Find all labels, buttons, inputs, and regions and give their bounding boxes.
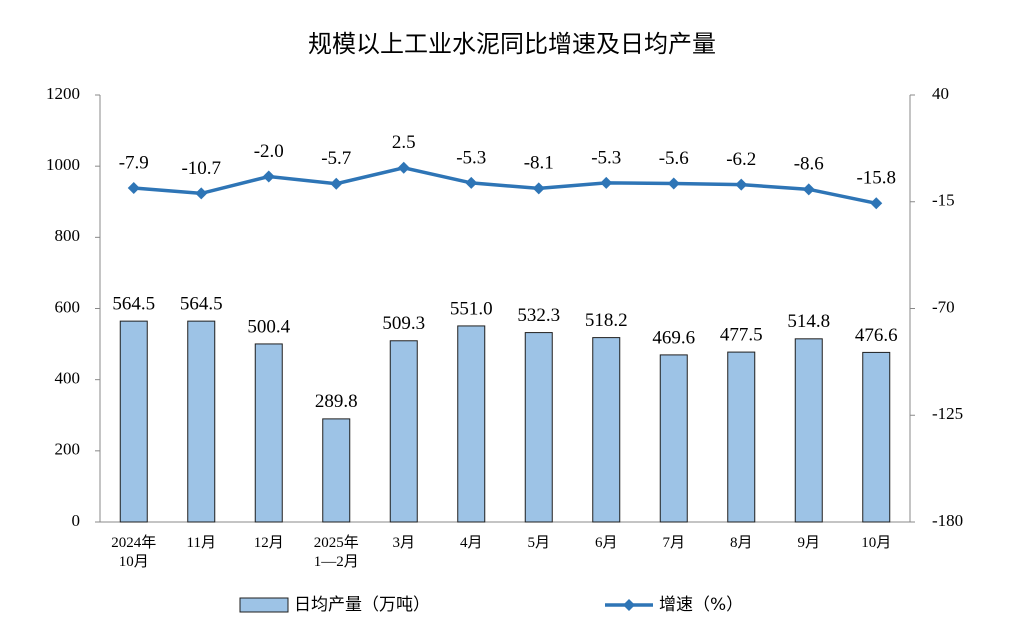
x-tick-label: 4月 (459, 535, 483, 551)
bar-value-label: 532.3 (517, 305, 560, 326)
y-tick-label: 200 (55, 440, 81, 459)
y-tick-label: 400 (55, 369, 81, 388)
bar-value-label: 509.3 (382, 313, 425, 334)
line-value-label: -10.7 (181, 158, 221, 179)
line-marker (262, 170, 275, 183)
x-tick-label: 12月 (253, 535, 284, 551)
x-tick-label: 11月 (186, 535, 216, 551)
line-value-label: -5.3 (456, 147, 486, 168)
line-value-label: 2.5 (392, 132, 416, 153)
y-tick-label: 0 (72, 511, 81, 530)
line-marker (735, 178, 748, 191)
line-value-label: -8.6 (794, 154, 824, 175)
legend-swatch (239, 597, 289, 613)
line-marker (397, 161, 410, 174)
y2-tick-label: -70 (932, 297, 955, 316)
bar-value-label: 551.0 (450, 298, 493, 319)
bar-value-label: 476.6 (855, 325, 898, 346)
x-tick-label: 9月 (797, 535, 820, 551)
bar (457, 325, 486, 523)
line-marker (330, 177, 343, 190)
y2-tick-label: -180 (932, 511, 963, 530)
line-value-label: -2.0 (254, 141, 284, 162)
bar-value-label: 289.8 (315, 391, 358, 412)
bar-value-label: 477.5 (720, 324, 763, 345)
legend-label: 日均产量（万吨） (294, 595, 430, 615)
bar (659, 354, 688, 523)
line (133, 165, 877, 206)
bar-value-label: 469.6 (652, 327, 695, 348)
x-tick-label: 7月 (662, 535, 685, 551)
x-tick-label: 2025年 1—2月 (313, 535, 359, 570)
line-value-label: -7.9 (119, 152, 149, 173)
x-tick-label: 5月 (527, 535, 550, 551)
y-tick-label: 800 (55, 226, 81, 245)
x-tick-label: 8月 (729, 535, 753, 551)
y-tick-label: 1200 (46, 84, 80, 103)
line-value-label: -6.2 (726, 149, 756, 170)
bar (187, 320, 216, 523)
bar (862, 351, 891, 523)
bar-value-label: 500.4 (247, 316, 290, 337)
bar-value-label: 564.5 (180, 293, 223, 314)
line-marker (870, 197, 883, 210)
bar (119, 320, 148, 523)
bar-value-label: 518.2 (585, 310, 628, 331)
bar (254, 343, 283, 523)
bar (794, 338, 823, 523)
x-tick-label: 3月 (392, 535, 415, 551)
line-marker (600, 176, 613, 189)
x-tick-label: 2024年 10月 (111, 535, 157, 570)
line-value-label: -8.1 (524, 153, 554, 174)
bar (592, 337, 621, 523)
y2-tick-label: -15 (932, 191, 955, 210)
bar (727, 351, 756, 523)
line-marker (667, 177, 680, 190)
y-tick-label: 1000 (46, 155, 80, 174)
legend-marker (623, 599, 635, 611)
line-marker (465, 176, 478, 189)
chart-title: 规模以上工业水泥同比增速及日均产量 (308, 30, 716, 58)
x-tick-label: 6月 (594, 535, 618, 551)
line-value-label: -15.8 (856, 168, 896, 189)
bar (389, 340, 418, 523)
line-marker (195, 187, 208, 200)
y2-tick-label: -125 (932, 404, 963, 423)
line-value-label: -5.3 (591, 147, 621, 168)
bar-value-label: 514.8 (787, 311, 830, 332)
line-marker (802, 183, 815, 196)
bar (524, 332, 553, 523)
y-tick-label: 600 (55, 297, 81, 316)
legend-label: 增速（%） (659, 595, 743, 615)
x-tick-label: 10月 (861, 535, 892, 551)
bar (322, 418, 351, 523)
line-marker (532, 182, 545, 195)
line-marker (127, 181, 140, 194)
line-value-label: -5.6 (659, 148, 689, 169)
y2-tick-label: 40 (932, 84, 949, 103)
line-value-label: -5.7 (321, 148, 351, 169)
bar-value-label: 564.5 (112, 293, 155, 314)
